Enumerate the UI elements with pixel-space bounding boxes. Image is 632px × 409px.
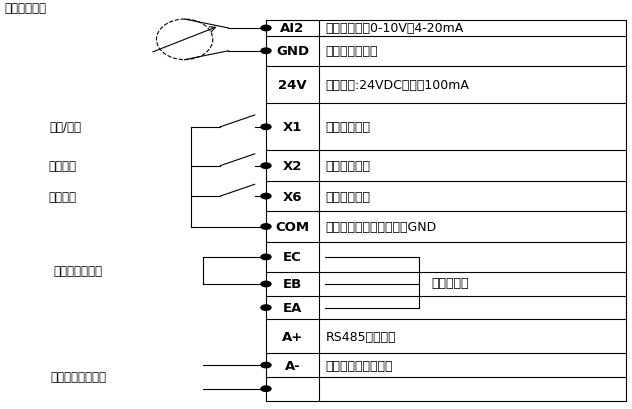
Text: X2: X2: [283, 160, 302, 173]
Circle shape: [261, 125, 271, 130]
Circle shape: [261, 386, 271, 391]
Circle shape: [261, 224, 271, 229]
Circle shape: [261, 49, 271, 54]
Text: 模拟量输入：0-10V或4-20mA: 模拟量输入：0-10V或4-20mA: [325, 22, 464, 35]
Text: GND: GND: [276, 45, 309, 58]
Text: 接控制器通讯端口: 接控制器通讯端口: [51, 371, 106, 384]
Text: 自由停车: 自由停车: [49, 160, 76, 173]
Text: 辅助电源:24VDC，最大100mA: 辅助电源:24VDC，最大100mA: [325, 79, 470, 92]
Text: 继电器输出: 继电器输出: [432, 276, 470, 289]
Circle shape: [261, 194, 271, 199]
Circle shape: [261, 362, 271, 368]
Text: 24V: 24V: [278, 79, 307, 92]
Text: AI2: AI2: [281, 22, 305, 35]
Text: 获得变频器运行状态: 获得变频器运行状态: [325, 359, 393, 372]
Text: 模拟输入公共端: 模拟输入公共端: [325, 45, 378, 58]
Text: A+: A+: [282, 330, 303, 343]
Text: EA: EA: [283, 301, 302, 315]
Text: 变频器故障输出: 变频器故障输出: [54, 264, 103, 277]
Text: EC: EC: [283, 251, 302, 264]
Text: RS485通讯端口: RS485通讯端口: [325, 330, 396, 343]
Text: EB: EB: [283, 278, 302, 291]
Text: 启动/停止: 启动/停止: [50, 121, 82, 134]
Text: 频率给定信号: 频率给定信号: [4, 2, 46, 16]
Circle shape: [261, 164, 271, 169]
Circle shape: [261, 305, 271, 310]
Text: A-: A-: [284, 359, 300, 372]
Circle shape: [261, 254, 271, 260]
Circle shape: [261, 281, 271, 287]
Text: X6: X6: [283, 190, 302, 203]
Text: X1: X1: [283, 121, 302, 134]
Text: 数字输入公共端，小功率GND: 数字输入公共端，小功率GND: [325, 220, 437, 234]
Text: COM: COM: [276, 220, 310, 234]
Text: 故障复位: 故障复位: [49, 190, 76, 203]
Text: 数字输入端子: 数字输入端子: [325, 121, 370, 134]
Text: 数字输入端子: 数字输入端子: [325, 160, 370, 173]
Circle shape: [261, 26, 271, 31]
Text: 数字输入端子: 数字输入端子: [325, 190, 370, 203]
